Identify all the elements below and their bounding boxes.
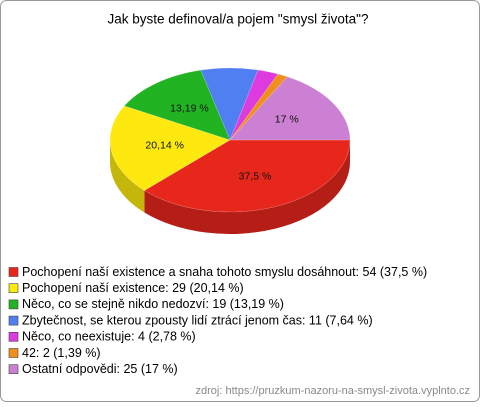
slice-side <box>110 140 145 213</box>
slice-side <box>144 140 350 234</box>
slice <box>229 69 279 141</box>
slice <box>229 76 351 141</box>
legend-swatch <box>8 315 19 326</box>
legend-label: Zbytečnost, se kterou zpousty lidí ztrác… <box>22 313 373 327</box>
data-label: 13,19 % <box>170 103 209 115</box>
data-label: 17 % <box>275 114 299 126</box>
slice <box>143 139 351 213</box>
legend-swatch <box>8 299 19 310</box>
chart-title: Jak byste definoval/a pojem "smysl život… <box>108 12 369 27</box>
data-label: 37,5 % <box>239 170 272 182</box>
legend-label: Něco, co se stejně nikdo nedozví: 19 (13… <box>22 297 284 311</box>
slice <box>229 73 288 141</box>
legend-swatch <box>8 364 19 375</box>
legend-swatch <box>8 331 19 342</box>
source: zdroj: https://pruzkum-nazoru-na-smysl-z… <box>196 385 470 397</box>
legend-label: Pochopení naší existence a snaha tohoto … <box>22 265 427 279</box>
slice <box>200 67 259 141</box>
data-label: 20,14 % <box>145 139 184 151</box>
slice <box>123 69 231 141</box>
legend-label: Pochopení naší existence: 29 (20,14 %) <box>22 281 244 295</box>
legend-swatch <box>8 267 19 277</box>
legend-label: Ostatní odpovědi: 25 (17 %) <box>22 362 178 376</box>
legend-swatch <box>8 348 19 358</box>
legend-swatch <box>8 283 19 294</box>
legend-label: Něco, co neexistuje: 4 (2,78 %) <box>22 330 196 344</box>
slice <box>109 105 231 191</box>
legend-label: 42: 2 (1,39 %) <box>22 346 101 360</box>
